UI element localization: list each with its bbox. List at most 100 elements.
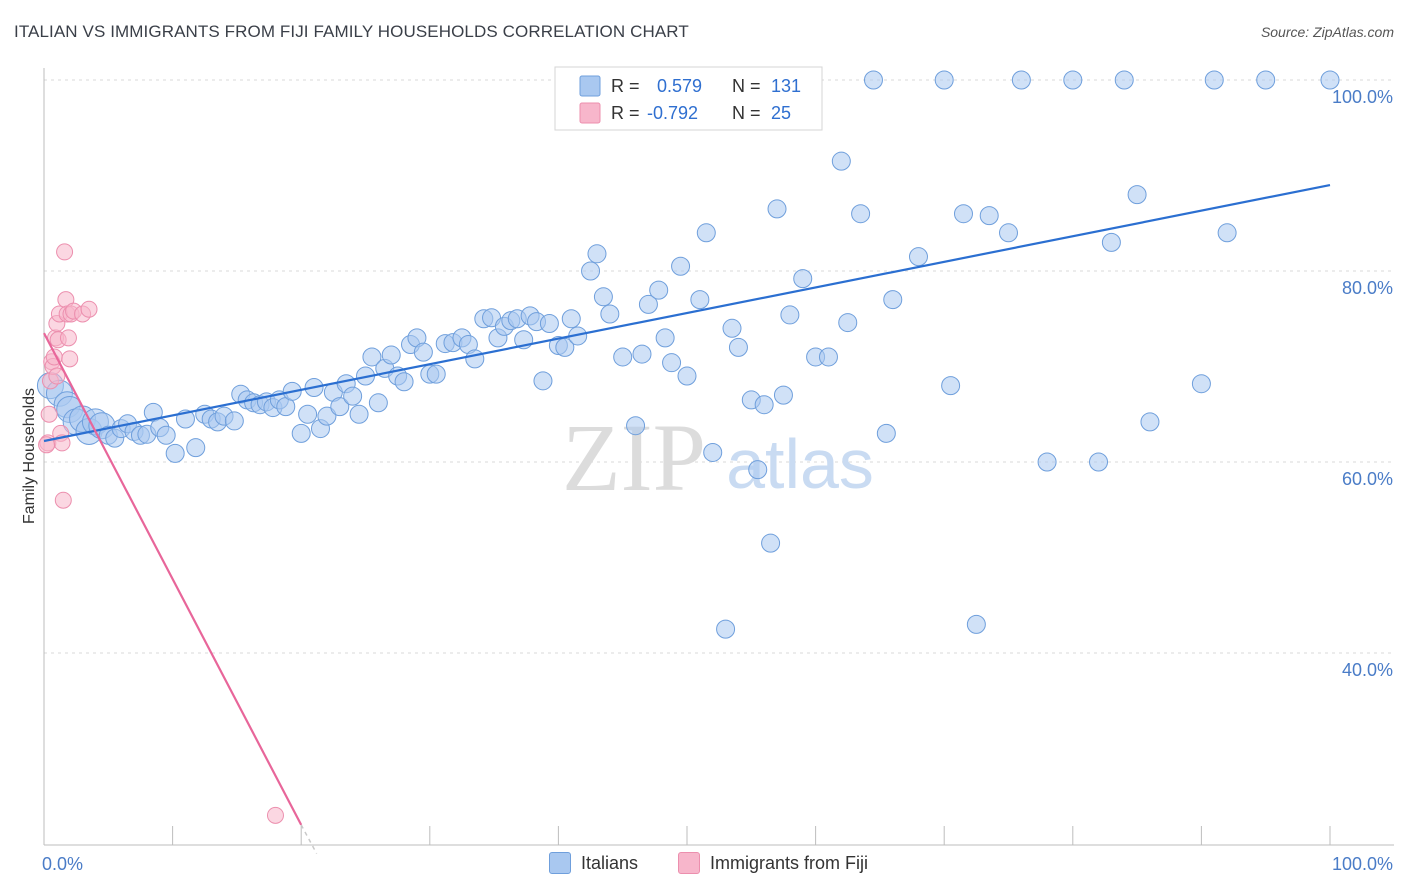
watermark: ZIP atlas <box>562 404 874 511</box>
fiji-point <box>59 329 77 347</box>
italians-point <box>716 619 736 639</box>
italians-point <box>533 371 553 391</box>
italians-point <box>838 313 858 333</box>
italians-point <box>1101 232 1121 252</box>
bottom-legend-italians[interactable]: Italians <box>549 852 638 874</box>
fiji-point <box>48 367 66 385</box>
italians-point <box>465 349 485 369</box>
y-tick-label: 100.0% <box>1332 87 1393 107</box>
italians-point <box>780 305 800 325</box>
watermark-atlas: atlas <box>726 425 874 503</box>
italians-point <box>655 328 675 348</box>
italians-point <box>1011 70 1031 90</box>
italians-point <box>649 280 669 300</box>
legend-r-label-2: R = <box>611 103 640 123</box>
y-tick-label: 80.0% <box>1342 278 1393 298</box>
fiji-trend-line <box>43 332 303 826</box>
italians-point <box>581 261 601 281</box>
fiji-point <box>56 243 74 261</box>
source-label: Source: ZipAtlas.com <box>1260 24 1394 40</box>
italians-point <box>600 304 620 324</box>
italians-point <box>748 460 768 480</box>
italians-points <box>36 70 1340 639</box>
italians-point <box>381 345 401 365</box>
fiji-trend-extension <box>300 824 318 854</box>
italians-point <box>426 364 446 384</box>
italians-point <box>773 385 793 405</box>
italians-point <box>1191 374 1211 394</box>
legend-r-label-1: R = <box>611 76 640 96</box>
italians-point <box>1320 70 1340 90</box>
italians-point <box>851 204 871 224</box>
italians-point <box>671 256 691 276</box>
italians-point <box>224 411 244 431</box>
legend-n-value-1: 131 <box>771 76 801 96</box>
legend-n-label-2: N = <box>732 103 761 123</box>
italians-point <box>165 443 185 463</box>
italians-point <box>761 533 781 553</box>
italians-point <box>394 372 414 392</box>
italians-point <box>662 353 682 373</box>
italians-point <box>587 244 607 264</box>
italians-point <box>632 344 652 364</box>
italians-point <box>876 423 896 443</box>
italians-point <box>979 206 999 226</box>
italians-point <box>1204 70 1224 90</box>
italians-point <box>156 425 176 445</box>
fiji-point <box>266 806 284 824</box>
bottom-legend-fiji[interactable]: Immigrants from Fiji <box>678 852 868 874</box>
italians-point <box>793 269 813 289</box>
legend-swatch-italians <box>579 75 601 97</box>
y-tick-label: 40.0% <box>1342 660 1393 680</box>
italians-point <box>883 290 903 310</box>
legend-r-value-2: -0.792 <box>647 103 698 123</box>
italians-point <box>941 376 961 396</box>
trend-lines <box>43 183 1331 854</box>
italians-point <box>343 386 363 406</box>
italians-point <box>1140 412 1160 432</box>
italians-point <box>638 294 658 314</box>
fiji-swatch <box>678 852 700 874</box>
fiji-point <box>38 436 56 454</box>
italians-point <box>818 347 838 367</box>
italians-point <box>330 397 350 417</box>
italians-point <box>626 416 646 436</box>
legend-n-value-2: 25 <box>771 103 791 123</box>
italians-point <box>613 347 633 367</box>
legend-box: R = 0.579 N = 131 R = -0.792 N = 25 <box>554 66 823 131</box>
axes <box>43 68 1394 846</box>
chart-title: ITALIAN VS IMMIGRANTS FROM FIJI FAMILY H… <box>14 22 689 41</box>
italians-point <box>291 423 311 443</box>
italians-point <box>754 395 774 415</box>
italians-point <box>1114 70 1134 90</box>
italians-point <box>953 204 973 224</box>
italians-legend-label: Italians <box>581 852 639 873</box>
gridlines <box>44 79 1394 654</box>
italians-point <box>1089 452 1109 472</box>
italians-point <box>677 366 697 386</box>
italians-point <box>703 442 723 462</box>
italians-trend-line <box>43 183 1331 443</box>
fiji-point <box>40 405 58 423</box>
tick-labels: 40.0% 60.0% 80.0% 100.0% 0.0% 100.0% <box>42 87 1393 874</box>
italians-point <box>413 342 433 362</box>
italians-point <box>362 347 382 367</box>
fiji-point <box>80 300 98 318</box>
italians-point <box>539 314 559 334</box>
italians-point <box>561 309 581 329</box>
italians-point <box>722 318 742 338</box>
italians-swatch <box>549 852 571 874</box>
italians-point <box>1127 185 1147 205</box>
italians-point <box>186 438 206 458</box>
italians-point <box>908 247 928 267</box>
italians-point <box>349 404 369 424</box>
italians-point <box>317 406 337 426</box>
fiji-legend-label: Immigrants from Fiji <box>710 852 869 873</box>
italians-point <box>728 337 748 357</box>
legend-r-value-1: 0.579 <box>657 76 702 96</box>
italians-point <box>298 404 318 424</box>
fiji-point <box>61 350 79 368</box>
fiji-point <box>54 491 72 509</box>
y-tick-label: 60.0% <box>1342 469 1393 489</box>
